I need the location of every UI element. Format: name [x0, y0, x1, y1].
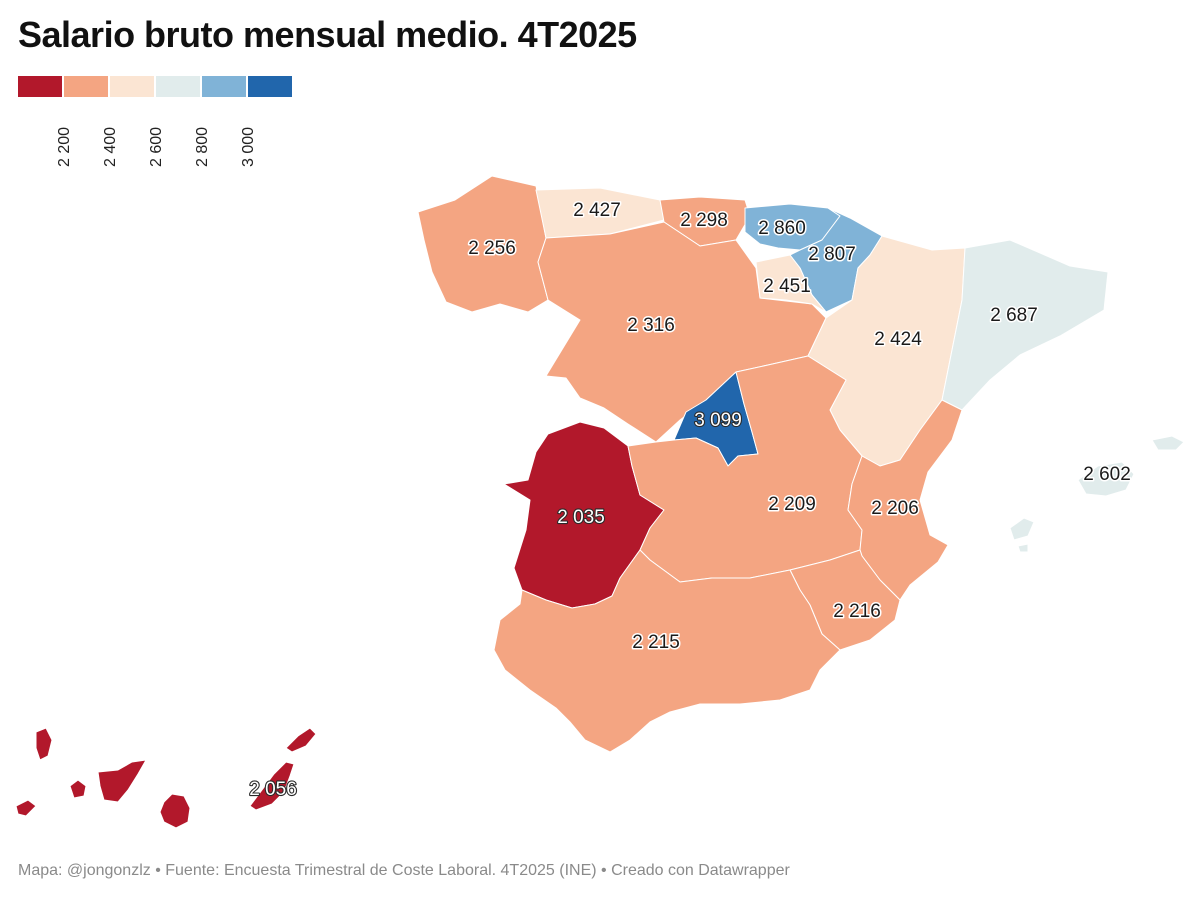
island-el-hierro — [15, 799, 37, 817]
island-gran-canaria — [159, 793, 191, 829]
legend-bar — [18, 76, 294, 97]
source-footer: Mapa: @jongonzlz • Fuente: Encuesta Trim… — [18, 862, 790, 879]
value-label-madrid: 3 099 — [694, 410, 742, 431]
value-label-cataluna: 2 687 — [990, 305, 1038, 326]
region-la-rioja[interactable] — [755, 254, 827, 313]
island-mallorca — [1077, 461, 1135, 497]
chart-title: Salario bruto mensual medio. 4T2025 — [18, 14, 637, 55]
value-label-navarra: 2 807 — [808, 244, 856, 265]
legend-swatch — [248, 76, 292, 97]
value-label-aragon: 2 424 — [874, 329, 922, 350]
value-label-andalucia: 2 215 — [632, 632, 680, 653]
island-la-palma — [35, 727, 53, 761]
region-cataluna[interactable] — [941, 239, 1109, 411]
legend-swatch — [156, 76, 200, 97]
value-label-cantabria: 2 298 — [680, 210, 728, 231]
value-label-castilla-la-mancha: 2 209 — [768, 494, 816, 515]
island-tenerife — [97, 759, 147, 803]
island-ibiza — [1009, 517, 1035, 541]
island-lanzarote — [285, 727, 317, 753]
region-canarias[interactable] — [15, 727, 317, 829]
value-label-murcia: 2 216 — [833, 601, 881, 622]
region-andalucia[interactable] — [493, 549, 841, 753]
region-galicia[interactable] — [417, 175, 549, 313]
value-label-baleares: 2 602 — [1083, 464, 1131, 485]
value-label-la-rioja: 2 451 — [763, 276, 811, 297]
island-la-gomera — [69, 779, 87, 799]
value-label-valencia: 2 206 — [871, 498, 919, 519]
legend-swatch — [64, 76, 108, 97]
value-label-extremadura: 2 035 — [557, 507, 605, 528]
legend-swatch — [110, 76, 154, 97]
legend-swatch — [202, 76, 246, 97]
value-label-asturias: 2 427 — [573, 200, 621, 221]
island-menorca — [1151, 435, 1185, 451]
value-label-pais-vasco: 2 860 — [758, 218, 806, 239]
region-baleares[interactable] — [1009, 435, 1185, 553]
color-legend: 2 200 2 400 2 600 2 800 3 000 — [18, 76, 294, 167]
value-label-canarias: 2 056 — [249, 779, 297, 800]
value-label-galicia: 2 256 — [468, 238, 516, 259]
legend-swatch — [18, 76, 62, 97]
island-formentera — [1017, 543, 1029, 553]
value-label-castilla-leon: 2 316 — [627, 315, 675, 336]
island-fuerteventura — [249, 761, 295, 811]
